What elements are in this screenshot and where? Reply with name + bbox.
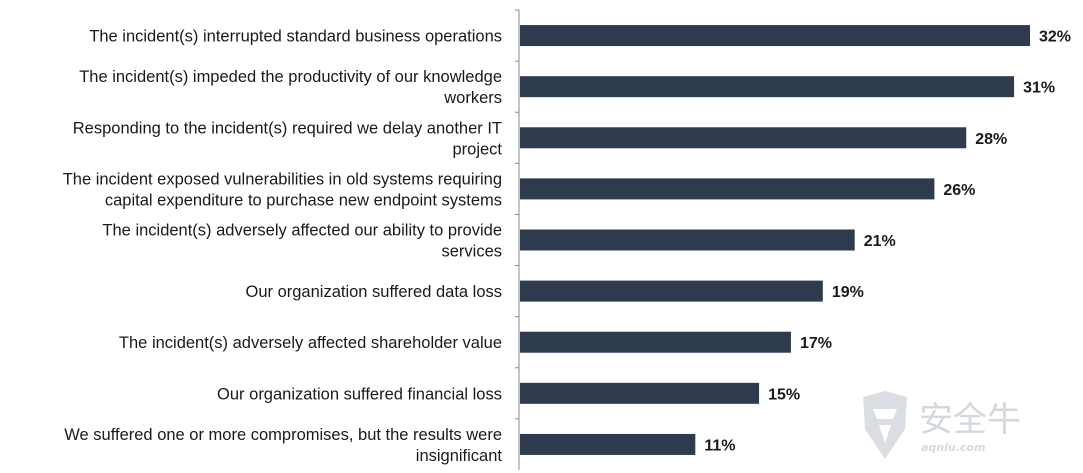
bar-value-label: 15% [768,386,800,403]
bar [520,280,823,302]
bar [520,127,967,149]
category-label-line: Our organization suffered data loss [245,283,502,301]
category-label: Responding to the incident(s) required w… [73,119,503,158]
bars-layer [520,25,1030,455]
category-label: The incident exposed vulnerabilities in … [63,170,502,209]
category-label-line: The incident(s) adversely affected our a… [102,222,502,240]
bar [520,229,855,251]
bar [520,433,696,455]
bar-value-label: 26% [943,182,975,199]
bar [520,331,791,353]
category-label-line: We suffered one or more compromises, but… [64,426,502,444]
category-label-line: The incident exposed vulnerabilities in … [63,170,502,188]
bar-value-label: 11% [704,437,735,454]
category-label: We suffered one or more compromises, but… [64,426,502,465]
watermark-logo: 安全牛 aqniu.com [863,391,1021,459]
bar [520,382,760,404]
category-label: Our organization suffered data loss [245,283,502,301]
bar-value-label: 19% [832,284,864,301]
category-label-line: services [441,243,502,261]
category-label: The incident(s) adversely affected share… [119,334,502,352]
bar [520,25,1030,47]
category-label: Our organization suffered financial loss [217,385,502,403]
shield-icon [863,391,907,459]
category-label-line: Our organization suffered financial loss [217,385,502,403]
bar-value-label: 17% [800,335,832,352]
category-label-line: workers [443,89,502,107]
category-label: The incident(s) impeded the productivity… [79,68,502,107]
bar [520,178,935,200]
bar-value-label: 28% [975,131,1007,148]
category-label-line: capital expenditure to purchase new endp… [105,191,502,209]
category-label-line: insignificant [416,447,503,465]
axis-layer [515,9,520,470]
category-label: The incident(s) adversely affected our a… [102,222,502,261]
category-labels: The incident(s) interrupted standard bus… [63,28,503,465]
category-label-line: The incident(s) adversely affected share… [119,334,502,352]
bar-value-label: 21% [864,233,896,250]
watermark-brand-cn: 安全牛 [919,400,1021,440]
category-label-line: project [452,140,502,158]
value-labels: 32% 31% 28% 26% 21% 19% 17% 15% 11% [704,29,1071,455]
category-label-line: Responding to the incident(s) required w… [73,119,502,137]
watermark-brand-en: aqniu.com [921,441,985,454]
bar-value-label: 31% [1023,80,1055,97]
category-label: The incident(s) interrupted standard bus… [89,28,502,46]
bar-value-label: 32% [1039,29,1071,46]
category-label-line: The incident(s) interrupted standard bus… [89,28,502,46]
bar [520,76,1015,98]
category-label-line: The incident(s) impeded the productivity… [79,68,502,86]
